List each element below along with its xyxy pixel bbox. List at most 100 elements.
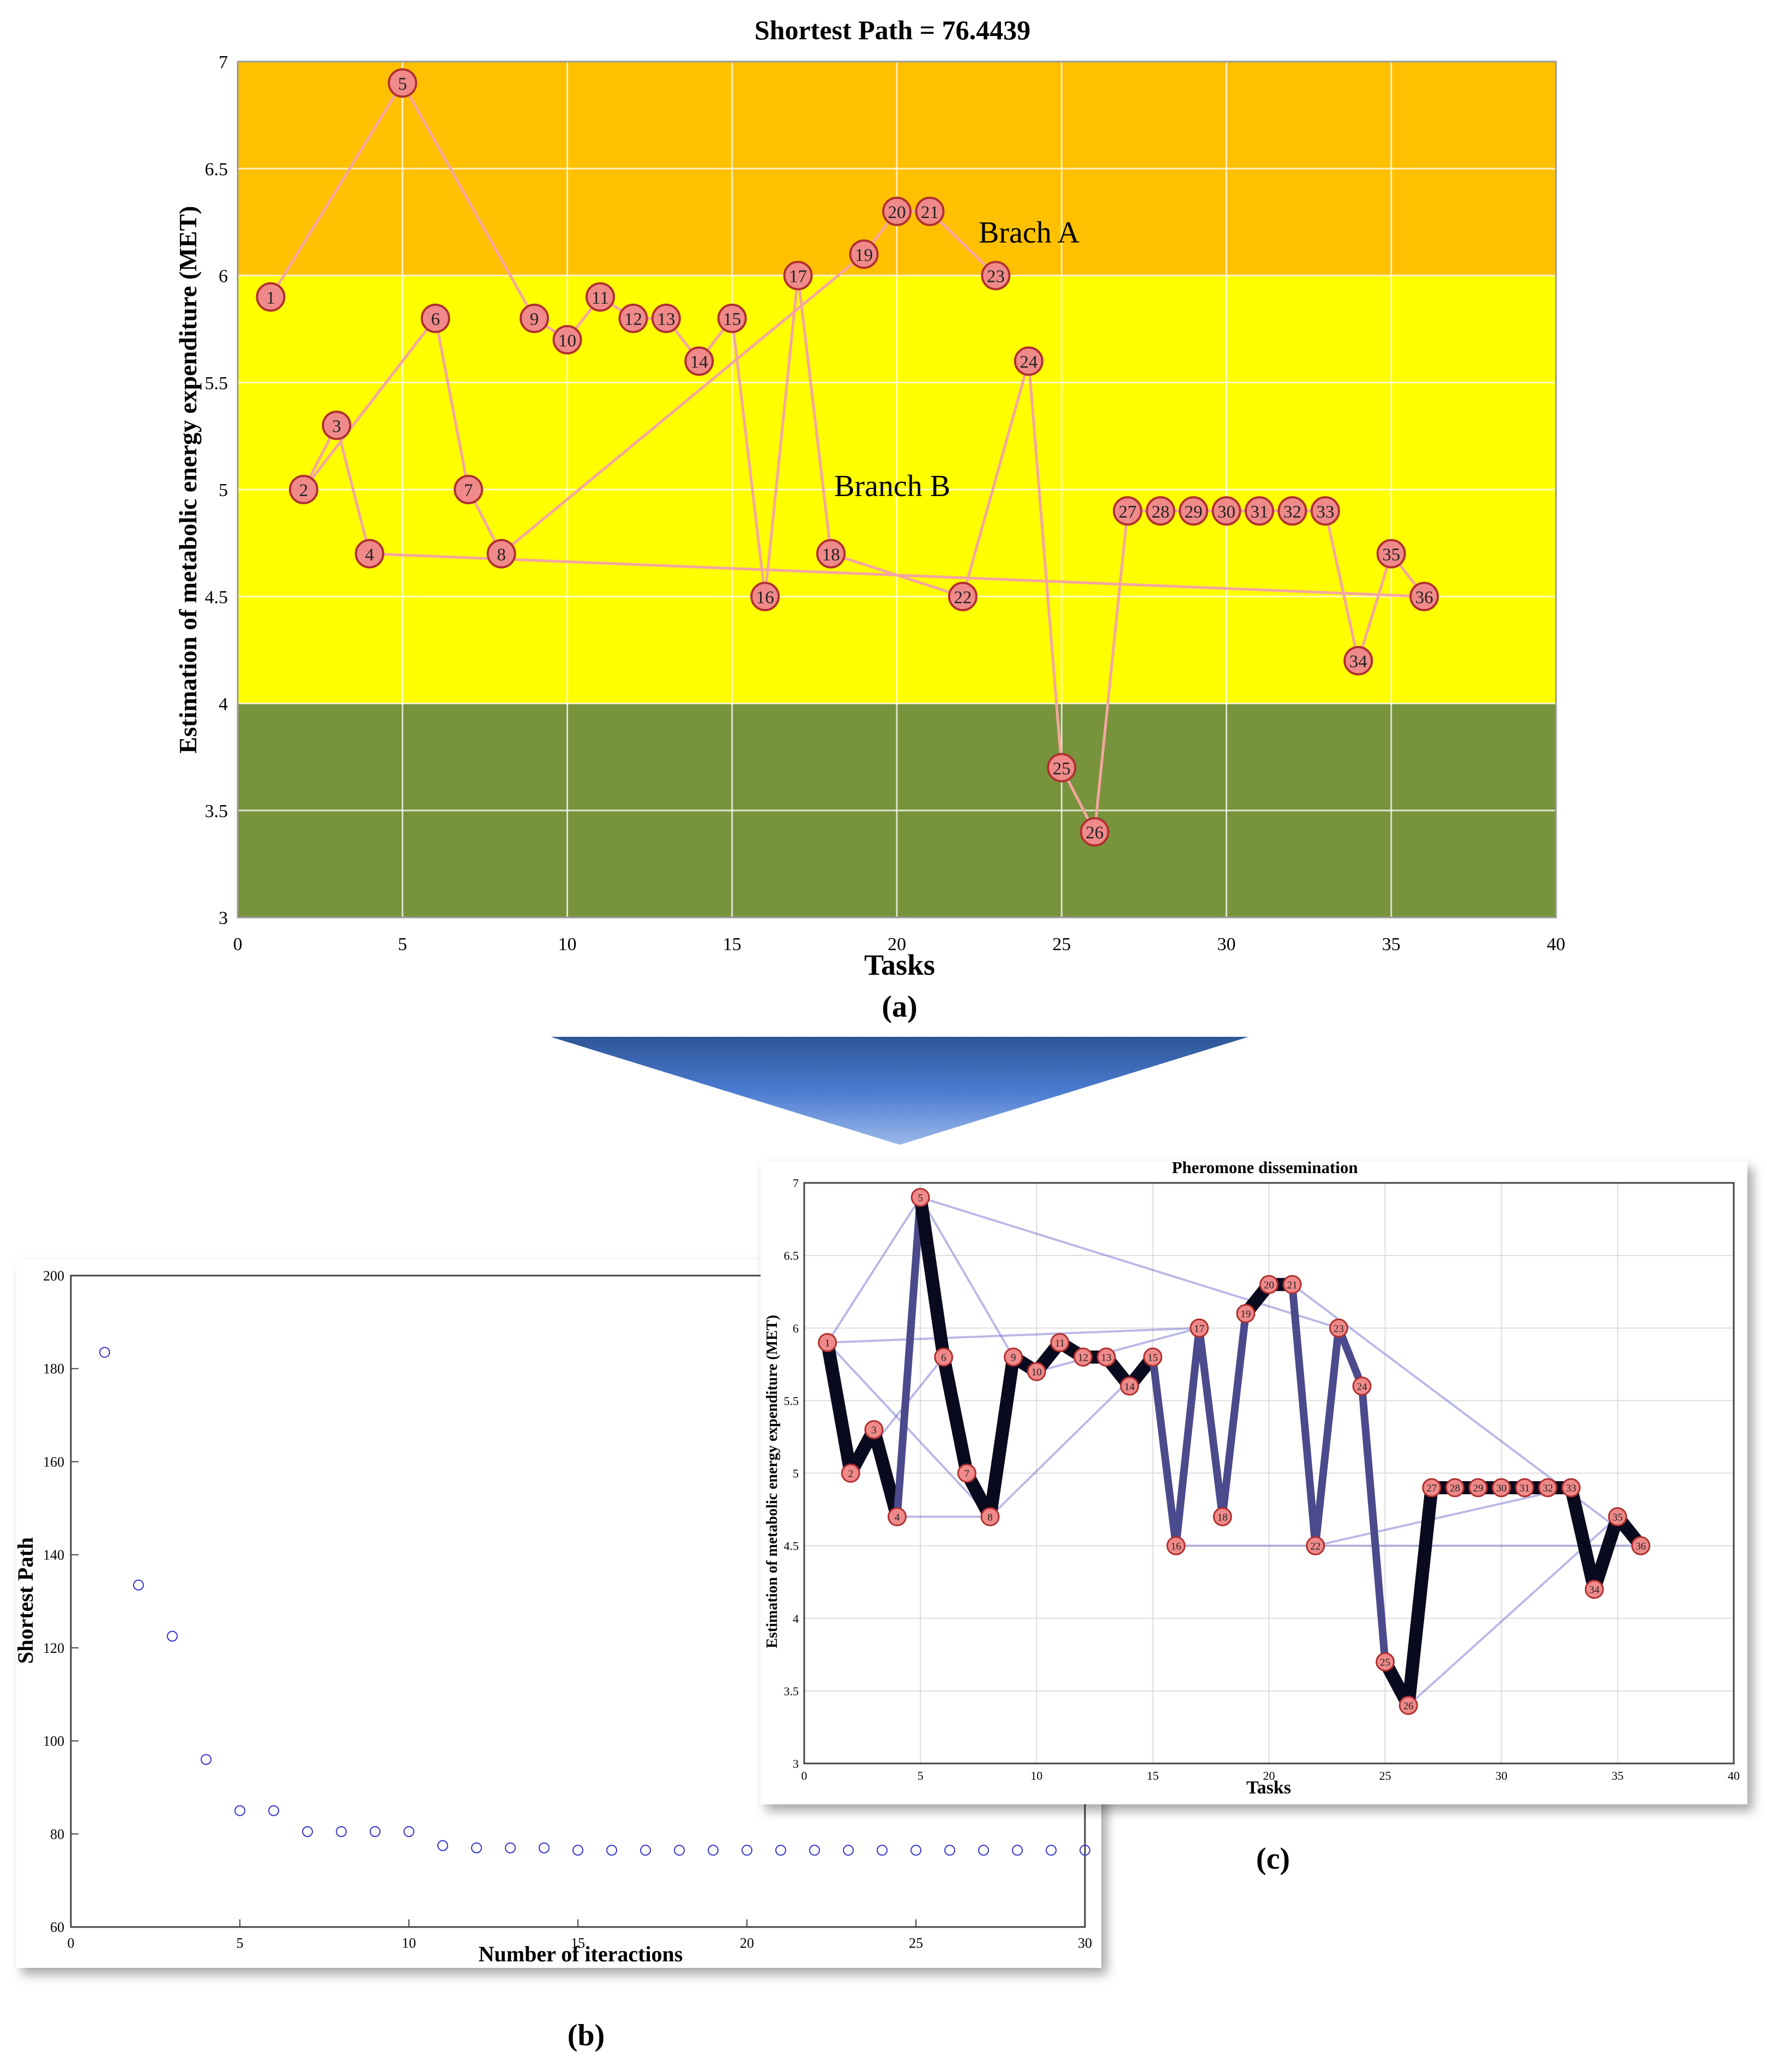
task-node-1 [256, 282, 286, 312]
annotation-brach-a: Brach A [979, 216, 1080, 250]
y-tick-label: 200 [43, 1268, 64, 1284]
pheromone-node-label: 14 [1124, 1381, 1135, 1393]
iteration-point-15 [572, 1845, 583, 1856]
pheromone-edge-strong [1195, 1324, 1227, 1521]
x-tick-label: 0 [233, 934, 243, 955]
task-node-label: 16 [756, 588, 774, 607]
task-node-5 [388, 68, 418, 98]
iteration-point-13 [505, 1842, 516, 1853]
pheromone-node-label: 31 [1519, 1483, 1530, 1494]
task-node-label: 29 [1185, 502, 1203, 522]
panel-c-plot-frame [803, 1182, 1735, 1765]
task-node-7 [454, 475, 484, 504]
task-node-29 [1179, 496, 1209, 526]
pheromone-node-label: 20 [1264, 1279, 1274, 1291]
pheromone-node-27 [1422, 1478, 1442, 1497]
pheromone-edge-strong [821, 1336, 858, 1480]
y-tick-label: 6 [793, 1321, 799, 1335]
y-tick-label: 7 [793, 1176, 799, 1190]
path-edge [401, 82, 536, 319]
task-node-label: 32 [1283, 502, 1301, 522]
pheromone-node-label: 8 [987, 1512, 993, 1523]
pheromone-node-16 [1166, 1536, 1186, 1556]
task-node-8 [486, 539, 516, 569]
task-node-label: 4 [365, 545, 375, 565]
pheromone-node-label: 11 [1055, 1338, 1065, 1349]
iteration-point-9 [370, 1826, 381, 1838]
y-tick-label: 80 [50, 1826, 64, 1842]
pheromone-node-label: 30 [1496, 1483, 1506, 1494]
task-node-36 [1409, 582, 1439, 612]
pheromone-node-label: 35 [1612, 1512, 1623, 1523]
task-node-label: 8 [497, 545, 506, 565]
pheromone-node-12 [1074, 1348, 1093, 1367]
path-edge [500, 253, 865, 555]
pheromone-node-label: 26 [1403, 1701, 1414, 1712]
x-tick-label: 15 [571, 1935, 585, 1951]
pheromone-edge-strong [1335, 1324, 1366, 1390]
task-node-23 [981, 261, 1011, 291]
task-node-27 [1113, 496, 1143, 526]
pheromone-node-5 [910, 1188, 930, 1207]
task-node-label: 23 [987, 267, 1005, 287]
x-tick-label: 25 [1052, 934, 1071, 955]
pheromone-node-17 [1190, 1318, 1209, 1338]
iteration-point-6 [268, 1805, 279, 1816]
y-tick-label: 3 [219, 908, 228, 928]
pheromone-node-34 [1584, 1580, 1604, 1599]
iteration-point-21 [775, 1845, 786, 1856]
task-node-label: 15 [723, 310, 741, 329]
task-node-10 [552, 325, 582, 355]
pheromone-node-label: 22 [1310, 1541, 1320, 1553]
task-node-label: 21 [921, 203, 939, 222]
pheromone-node-label: 16 [1171, 1541, 1181, 1553]
pheromone-node-4 [888, 1507, 907, 1526]
task-node-label: 27 [1119, 502, 1137, 522]
pheromone-node-label: 33 [1566, 1483, 1576, 1494]
pheromone-edge-light [920, 1196, 1339, 1330]
pheromone-node-21 [1282, 1274, 1302, 1294]
pheromone-edge-light [1315, 1487, 1572, 1547]
x-tick-label: 15 [723, 934, 741, 955]
task-node-label: 3 [332, 416, 341, 436]
panel-a-xlabel: Tasks [864, 949, 935, 981]
pheromone-node-label: 19 [1240, 1309, 1251, 1320]
x-tick-label: 25 [909, 1935, 923, 1951]
pheromone-edge-strong [867, 1423, 904, 1524]
x-tick-label: 10 [1030, 1769, 1042, 1783]
x-tick-label: 40 [1728, 1769, 1740, 1783]
pheromone-node-label: 1 [825, 1338, 830, 1349]
panel-c-title: Pheromone dissemination [1172, 1158, 1358, 1177]
y-tick-label: 120 [43, 1640, 64, 1656]
pheromone-node-23 [1329, 1318, 1348, 1338]
y-tick-label: 3.5 [205, 801, 228, 821]
task-node-label: 24 [1020, 353, 1038, 372]
pheromone-node-7 [957, 1464, 976, 1483]
pheromone-edge-strong [1402, 1481, 1438, 1712]
pheromone-node-30 [1492, 1478, 1511, 1497]
pheromone-node-9 [1004, 1348, 1023, 1367]
pheromone-node-33 [1561, 1478, 1581, 1497]
pheromone-node-label: 28 [1450, 1483, 1460, 1494]
panel-a-ylabel: Estimation of metabolic energy expenditu… [174, 206, 202, 754]
panel-c-caption: (c) [1256, 1842, 1290, 1876]
pheromone-node-11 [1050, 1333, 1070, 1352]
x-tick-label: 5 [237, 1935, 244, 1951]
pheromone-node-label: 24 [1357, 1381, 1368, 1393]
task-node-28 [1145, 496, 1175, 526]
panel-c-xlabel: Tasks [1246, 1778, 1291, 1798]
task-node-18 [816, 539, 846, 569]
x-tick-label: 20 [888, 934, 906, 955]
task-node-22 [948, 582, 978, 612]
task-node-label: 13 [657, 310, 675, 329]
x-tick-label: 10 [402, 1935, 416, 1951]
pheromone-node-label: 13 [1101, 1352, 1112, 1364]
task-node-9 [520, 304, 550, 333]
pheromone-edge-light [827, 1342, 991, 1518]
panel-c-chart: Pheromone dissemination 0 5 10 15 20 25 30 35 40… [761, 1158, 1747, 1876]
y-tick-label: 140 [43, 1547, 64, 1563]
pheromone-node-20 [1259, 1274, 1278, 1294]
task-node-label: 12 [624, 310, 642, 329]
path-edge [1324, 510, 1360, 661]
